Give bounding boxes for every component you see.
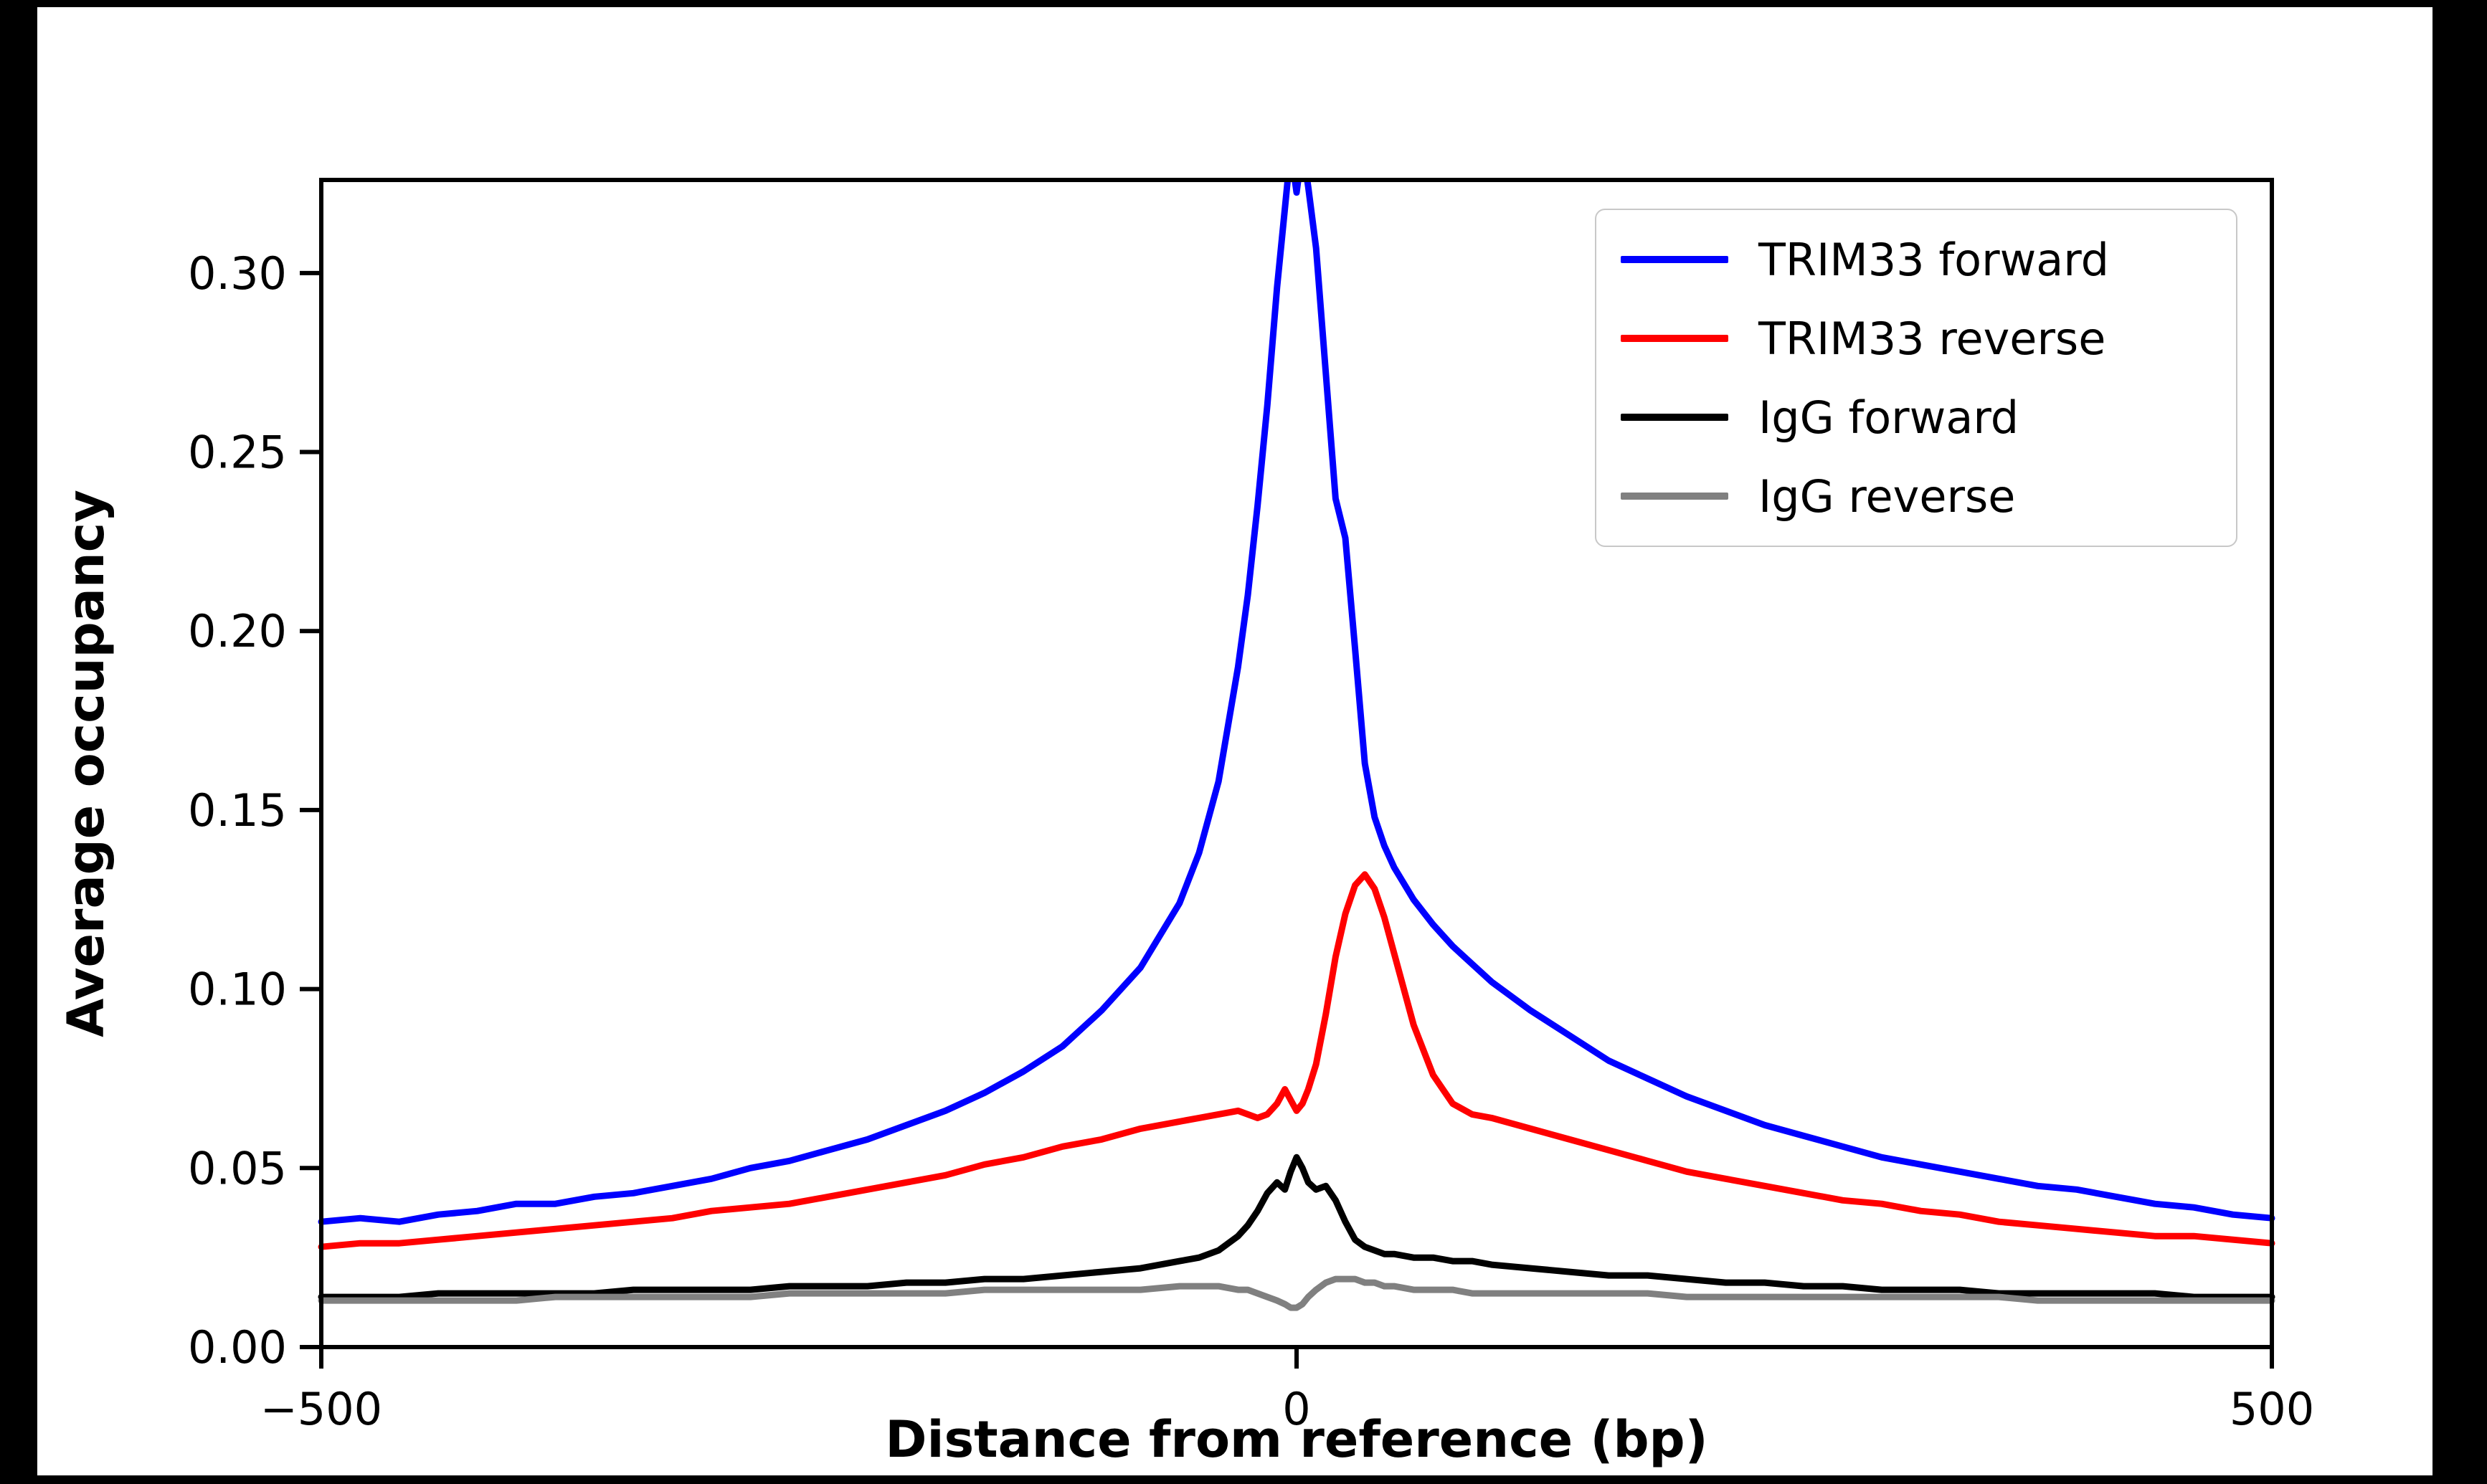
- legend-item-trim33-forward: TRIM33 forward: [1621, 234, 2212, 286]
- series-line-igg-reverse: [318, 1275, 2275, 1311]
- series-line-igg-forward: [318, 1154, 2275, 1300]
- y-tick-label: 0.00: [188, 1321, 287, 1374]
- legend-label: IgG reverse: [1758, 470, 2016, 523]
- y-tick-label: 0.05: [188, 1142, 287, 1194]
- legend-box: TRIM33 forward TRIM33 reverse IgG forwar…: [1595, 209, 2237, 547]
- x-tick-label: 500: [2230, 1383, 2314, 1435]
- legend-item-igg-forward: IgG forward: [1621, 391, 2212, 444]
- plot-svg: −500 0 500 0.00 0.05 0.10 0.15 0.20 0.25 0.30 Dist…: [57, 178, 2314, 1469]
- legend-line-sample-igg-forward: [1621, 414, 1728, 421]
- legend-label: IgG forward: [1758, 391, 2019, 444]
- legend-line-sample-igg-reverse: [1621, 493, 1728, 500]
- x-tick-label: 0: [1282, 1383, 1310, 1435]
- y-axis-label: Average occupancy: [57, 490, 115, 1037]
- series-line-trim33-forward: [318, 180, 2275, 1225]
- legend-line-sample-trim33-forward: [1621, 256, 1728, 263]
- legend-label: TRIM33 reverse: [1758, 312, 2106, 365]
- y-tick-label: 0.15: [188, 784, 287, 837]
- legend-item-igg-reverse: IgG reverse: [1621, 470, 2212, 523]
- y-tick-label: 0.20: [188, 605, 287, 657]
- y-tick-label: 0.25: [188, 427, 287, 479]
- y-tick-label: 0.30: [188, 247, 287, 300]
- x-axis-label: Distance from reference (bp): [885, 1410, 1707, 1469]
- figure-canvas: −500 0 500 0.00 0.05 0.10 0.15 0.20 0.25 0.30 Dist…: [37, 7, 2432, 1475]
- legend-item-trim33-reverse: TRIM33 reverse: [1621, 313, 2212, 365]
- y-tick-label: 0.10: [188, 964, 287, 1016]
- x-tick-label: −500: [260, 1383, 382, 1435]
- legend-line-sample-trim33-reverse: [1621, 335, 1728, 342]
- legend-label: TRIM33 forward: [1758, 233, 2110, 286]
- series-line-trim33-reverse: [318, 871, 2275, 1250]
